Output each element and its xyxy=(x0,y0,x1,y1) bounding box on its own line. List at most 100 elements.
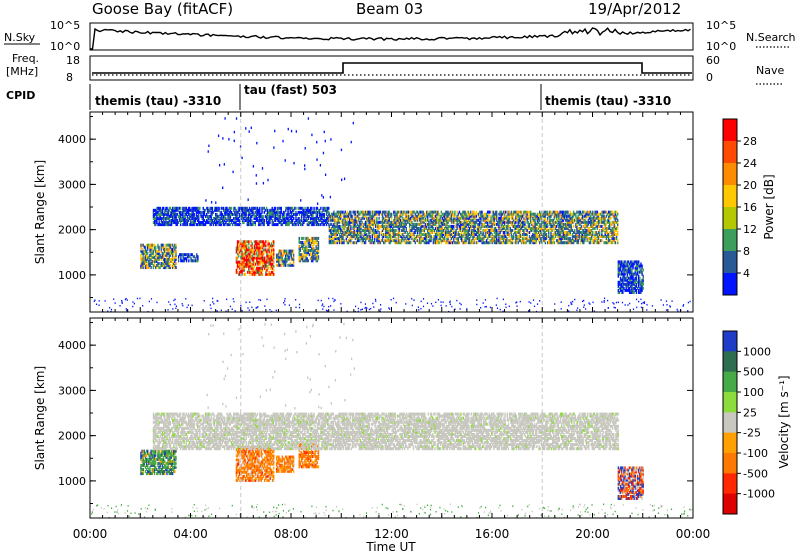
scatter-cell xyxy=(285,216,287,220)
scatter-cell xyxy=(396,220,398,224)
scatter-cell xyxy=(218,206,220,210)
scatter-cell xyxy=(360,222,362,226)
scatter-cell xyxy=(147,264,149,268)
scatter-cell xyxy=(498,212,500,216)
scatter-cell xyxy=(496,218,498,222)
scatter-cell xyxy=(169,264,172,268)
scatter-cell xyxy=(371,220,374,224)
scatter-cell xyxy=(152,264,155,268)
scatter-cell xyxy=(371,210,374,214)
scatter-cell xyxy=(181,253,183,257)
scatter-cell xyxy=(395,216,397,220)
scatter-cell xyxy=(360,210,362,214)
scatter-cell xyxy=(182,208,184,212)
scatter-cell xyxy=(158,249,160,253)
scatter-cell xyxy=(337,224,340,228)
scatter-cell xyxy=(405,226,407,230)
scatter-cell xyxy=(413,224,415,228)
scatter-cell xyxy=(471,222,473,226)
scatter-cell xyxy=(431,220,433,224)
scatter-cell xyxy=(307,238,309,242)
scatter-cell xyxy=(528,224,531,228)
scatter-cell xyxy=(213,206,216,210)
scatter-cell xyxy=(523,239,525,243)
scatter-cell xyxy=(496,233,498,237)
scatter-cell xyxy=(325,210,328,214)
scatter-cell xyxy=(277,253,279,257)
scatter-cell xyxy=(553,224,556,228)
scatter-cell xyxy=(431,228,433,232)
scatter-cell xyxy=(505,224,507,228)
scatter-cell xyxy=(473,212,475,216)
scatter-cell xyxy=(149,253,151,257)
scatter-cell xyxy=(337,218,340,222)
scatter-cell xyxy=(245,246,248,250)
scatter-cell xyxy=(344,216,346,220)
scatter-cell xyxy=(299,249,302,253)
scatter-cell xyxy=(253,216,255,220)
scatter-cell xyxy=(528,222,531,226)
scatter-cell xyxy=(425,212,428,216)
scatter-cell xyxy=(388,218,391,222)
scatter-cell xyxy=(307,259,309,263)
scatter-cell xyxy=(472,218,474,222)
scatter-cell xyxy=(269,216,271,220)
scatter-cell xyxy=(373,216,376,220)
scatter-cell xyxy=(355,231,358,234)
scatter-cell xyxy=(262,214,264,218)
scatter-cell xyxy=(477,212,480,216)
scatter-cell xyxy=(218,214,220,218)
scatter-cell xyxy=(260,244,262,248)
scatter-cell xyxy=(154,249,157,253)
scatter-cell xyxy=(429,237,431,241)
scatter-cell xyxy=(305,255,307,259)
scatter-cell xyxy=(349,218,351,222)
scatter-cell xyxy=(459,222,462,226)
scatter-cell xyxy=(277,212,279,216)
scatter-cell xyxy=(564,210,567,214)
scatter-cell xyxy=(377,212,379,216)
scatter-cell xyxy=(262,250,265,254)
scatter-cell xyxy=(525,237,527,241)
scatter-cell xyxy=(251,264,253,268)
scatter-cell xyxy=(164,210,166,214)
scatter-cell xyxy=(241,260,243,264)
scatter-cell xyxy=(198,210,200,214)
scatter-cell xyxy=(506,220,508,224)
scatter-cell xyxy=(337,210,340,214)
scatter-cell xyxy=(369,228,371,232)
scatter-cell xyxy=(540,233,542,237)
scatter-cell xyxy=(147,257,149,261)
scatter-cell xyxy=(160,221,163,225)
scatter-cell xyxy=(180,259,182,263)
scatter-cell xyxy=(528,237,531,241)
scatter-cell xyxy=(503,241,506,245)
scatter-cell xyxy=(414,241,417,245)
scatter-cell xyxy=(493,214,496,218)
scatter-cell xyxy=(471,224,473,228)
scatter-cell xyxy=(472,241,474,245)
scatter-cell xyxy=(440,235,443,239)
scatter-cell xyxy=(425,222,428,226)
scatter-cell xyxy=(398,239,401,243)
scatter-cell xyxy=(439,220,441,224)
scatter-cell xyxy=(271,206,273,210)
scatter-cell xyxy=(549,226,551,230)
scatter-cell xyxy=(253,260,256,264)
scatter-cell xyxy=(174,212,176,216)
scatter-cell xyxy=(336,231,338,234)
scatter-cell xyxy=(251,219,253,223)
scatter-cell xyxy=(548,228,550,232)
scatter-cell xyxy=(262,260,265,264)
scatter-cell xyxy=(499,239,501,243)
scatter-cell xyxy=(536,218,539,222)
scatter-cell xyxy=(346,228,349,232)
scatter-cell xyxy=(177,257,180,261)
scatter-cell xyxy=(440,210,443,214)
scatter-cell xyxy=(325,216,328,220)
scatter-cell xyxy=(516,226,518,230)
scatter-cell xyxy=(287,221,289,225)
scatter-cell xyxy=(243,244,246,248)
scatter-cell xyxy=(256,266,258,270)
scatter-cell xyxy=(577,214,579,218)
